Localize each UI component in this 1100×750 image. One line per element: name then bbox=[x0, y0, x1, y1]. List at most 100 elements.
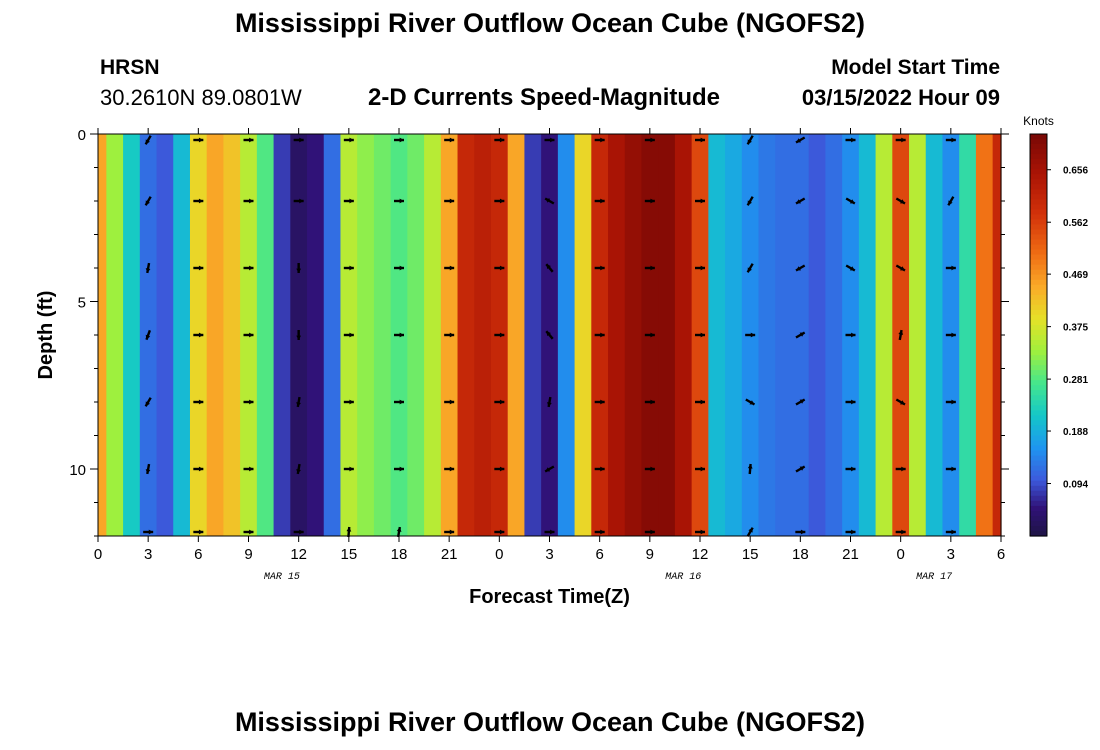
colorbar-segment bbox=[1030, 254, 1047, 261]
current-vector-arrow bbox=[243, 332, 254, 338]
current-vector-arrow bbox=[144, 135, 152, 145]
current-vector-arrow bbox=[594, 399, 605, 405]
current-vector-arrow bbox=[594, 198, 605, 204]
colorbar-segment bbox=[1030, 239, 1047, 246]
colorbar-segment bbox=[1030, 360, 1047, 366]
heatmap-column bbox=[273, 134, 291, 536]
colorbar-segment bbox=[1030, 174, 1047, 180]
date-label: MAR 15 bbox=[264, 572, 300, 583]
current-vector-arrow bbox=[895, 137, 906, 143]
current-vector-arrow bbox=[494, 466, 505, 472]
colorbar-segment bbox=[1030, 405, 1047, 411]
current-vector-arrow bbox=[193, 332, 204, 338]
current-vector-arrow bbox=[845, 137, 856, 143]
current-vector-arrow bbox=[243, 137, 254, 143]
current-vector-arrow bbox=[296, 463, 301, 475]
colorbar-segment bbox=[1030, 204, 1047, 210]
x-tick-label: 18 bbox=[391, 546, 408, 563]
heatmap-column bbox=[323, 134, 342, 536]
x-tick-label: 12 bbox=[692, 546, 709, 563]
current-vector-arrow bbox=[644, 265, 655, 271]
y-axis-label: Depth (ft) bbox=[35, 291, 57, 380]
current-vector-arrow bbox=[745, 398, 756, 406]
x-tick-label: 15 bbox=[742, 546, 759, 563]
colorbar-segment bbox=[1030, 385, 1047, 391]
heatmap-column bbox=[474, 134, 492, 536]
heatmap-column bbox=[608, 134, 626, 536]
current-vector-arrow bbox=[444, 466, 455, 472]
heatmap-column bbox=[507, 134, 526, 536]
current-vector-arrow bbox=[895, 466, 906, 472]
current-vector-arrow bbox=[293, 529, 304, 535]
heatmap-column bbox=[98, 134, 107, 536]
second-chart-title: Mississippi River Outflow Ocean Cube (NG… bbox=[234, 707, 866, 737]
current-vector-arrow bbox=[747, 463, 753, 475]
current-vector-arrow bbox=[695, 332, 705, 338]
colorbar-segment bbox=[1030, 219, 1047, 226]
model-start-label: Model Start Time bbox=[831, 56, 1000, 79]
colorbar-segment bbox=[1030, 279, 1047, 286]
current-vector-arrow bbox=[845, 399, 856, 405]
x-tick-label: 0 bbox=[896, 546, 904, 563]
date-label: MAR 16 bbox=[665, 572, 701, 583]
current-vector-arrow bbox=[695, 198, 705, 204]
colorbar-segment bbox=[1030, 164, 1047, 170]
colorbar-segment bbox=[1030, 430, 1047, 437]
colorbar-segment bbox=[1030, 445, 1047, 452]
heatmap-column bbox=[524, 134, 542, 536]
colorbar-tick-label: 0.562 bbox=[1063, 218, 1088, 229]
colorbar-segment bbox=[1030, 440, 1047, 447]
current-vector-arrow bbox=[545, 263, 554, 273]
x-tick-label: 0 bbox=[495, 546, 503, 563]
current-vector-arrow bbox=[293, 137, 304, 143]
current-vector-arrow bbox=[343, 198, 354, 204]
colorbar-segment bbox=[1030, 490, 1047, 497]
current-vector-arrow bbox=[845, 466, 856, 472]
colorbar-segment bbox=[1030, 470, 1047, 477]
colorbar-segment bbox=[1030, 355, 1047, 361]
colorbar-segment bbox=[1030, 375, 1047, 381]
x-axis-label: Forecast Time(Z) bbox=[469, 586, 630, 608]
page-title: Mississippi River Outflow Ocean Cube (NG… bbox=[234, 8, 866, 38]
current-vector-arrow bbox=[193, 399, 204, 405]
current-vector-arrow bbox=[845, 529, 856, 535]
current-vector-arrow bbox=[746, 263, 754, 273]
x-tick-label: 15 bbox=[340, 546, 357, 563]
colorbar-segment bbox=[1030, 299, 1047, 306]
current-vector-arrow bbox=[594, 137, 605, 143]
current-vector-arrow bbox=[193, 466, 204, 472]
current-vector-arrow bbox=[746, 196, 754, 206]
current-vector-arrow bbox=[145, 463, 151, 475]
colorbar-segment bbox=[1030, 390, 1047, 396]
colorbar-segment bbox=[1030, 480, 1047, 487]
colorbar-segment bbox=[1030, 244, 1047, 251]
current-vector-arrow bbox=[945, 529, 956, 535]
current-vector-arrow bbox=[544, 529, 555, 535]
current-vector-arrow bbox=[594, 332, 605, 338]
colorbar-segment bbox=[1030, 455, 1047, 462]
current-vector-arrow bbox=[644, 399, 655, 405]
colorbar-segment bbox=[1030, 370, 1047, 376]
current-vector-arrow bbox=[895, 398, 906, 406]
colorbar-segment bbox=[1030, 294, 1047, 301]
colorbar-segment bbox=[1030, 274, 1047, 281]
y-tick-label: 5 bbox=[78, 295, 86, 312]
current-vector-arrow bbox=[346, 526, 352, 538]
colorbar-segment bbox=[1030, 365, 1047, 371]
station-coordinates: 30.2610N 89.0801W bbox=[100, 85, 302, 110]
heatmap-column bbox=[758, 134, 776, 536]
colorbar-tick-label: 0.469 bbox=[1063, 270, 1088, 281]
current-vector-arrow bbox=[193, 265, 204, 271]
current-vector-arrow bbox=[394, 265, 404, 271]
x-tick-label: 6 bbox=[194, 546, 202, 563]
heatmap-column bbox=[624, 134, 643, 536]
current-vector-arrow bbox=[945, 137, 956, 143]
heatmap-column bbox=[725, 134, 743, 536]
current-vector-arrow bbox=[795, 197, 806, 205]
current-vector-arrow bbox=[594, 466, 605, 472]
heatmap-column bbox=[307, 134, 325, 536]
colorbar-segment bbox=[1030, 319, 1047, 326]
colorbar-title: Knots bbox=[1023, 114, 1054, 128]
colorbar-segment bbox=[1030, 139, 1047, 145]
colorbar-segment bbox=[1030, 350, 1047, 356]
